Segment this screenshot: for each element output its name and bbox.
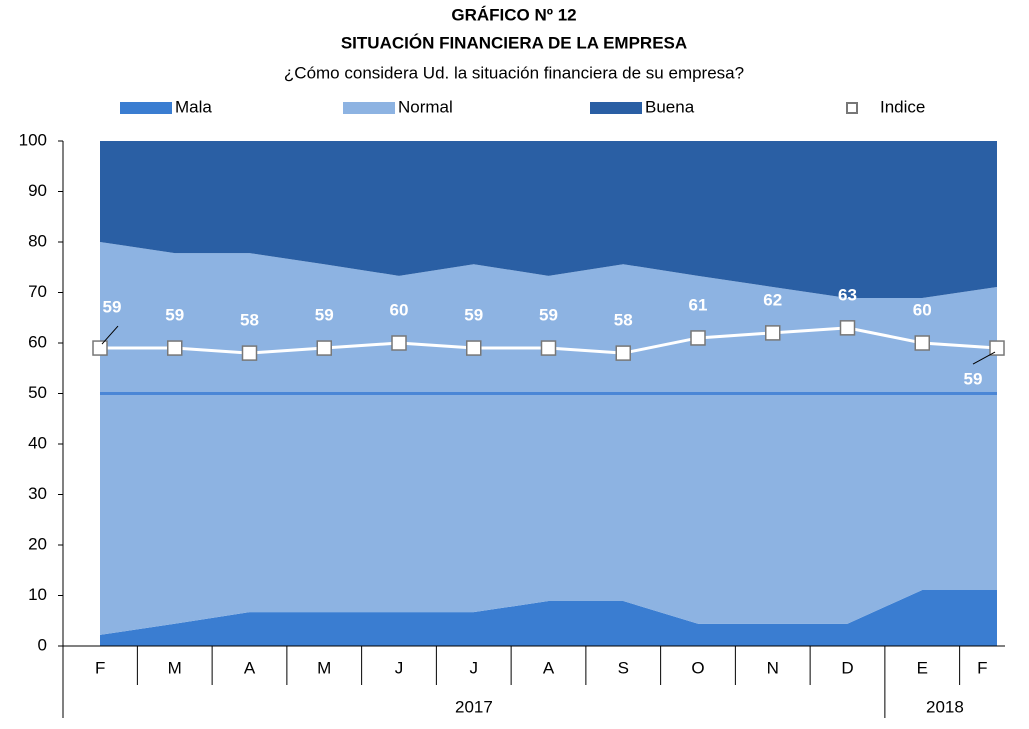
data-label: 58 xyxy=(240,311,259,330)
data-label: 61 xyxy=(689,295,708,314)
index-marker xyxy=(466,340,482,356)
x-tick-label: M xyxy=(317,658,331,677)
legend-swatch xyxy=(343,102,395,114)
chart-title: GRÁFICO Nº 12 xyxy=(451,5,576,24)
chart-question: ¿Cómo considera Ud. la situación financi… xyxy=(284,63,744,82)
x-tick-label: O xyxy=(691,658,704,677)
year-label: 2017 xyxy=(455,697,493,716)
y-tick-label: 20 xyxy=(28,534,47,553)
leader-line xyxy=(972,351,996,365)
data-label: 62 xyxy=(763,290,782,309)
area xyxy=(100,141,997,299)
leader-line xyxy=(101,325,119,345)
index-marker xyxy=(391,335,407,351)
y-tick-label: 70 xyxy=(28,282,47,301)
chart-subtitle: SITUACIÓN FINANCIERA DE LA EMPRESA xyxy=(341,33,687,52)
x-tick-label: A xyxy=(543,658,555,677)
x-tick-label: J xyxy=(395,658,404,677)
x-tick-label: F xyxy=(977,658,987,677)
legend-marker xyxy=(846,102,858,114)
data-label: 60 xyxy=(913,300,932,319)
data-label: 60 xyxy=(390,300,409,319)
data-label: 59 xyxy=(464,306,483,325)
y-tick-label: 50 xyxy=(28,383,47,402)
legend-label: Normal xyxy=(398,97,453,116)
index-marker xyxy=(316,340,332,356)
y-tick-label: 60 xyxy=(28,332,47,351)
legend-swatch xyxy=(590,102,642,114)
index-marker xyxy=(765,325,781,341)
legend-label: Mala xyxy=(175,97,212,116)
data-label: 58 xyxy=(614,311,633,330)
index-marker xyxy=(615,345,631,361)
y-tick-label: 100 xyxy=(19,130,47,149)
data-label: 63 xyxy=(838,285,857,304)
index-marker xyxy=(690,330,706,346)
x-tick-label: S xyxy=(618,658,629,677)
y-tick-label: 30 xyxy=(28,484,47,503)
legend-swatch xyxy=(120,102,172,114)
x-tick-label: E xyxy=(917,658,928,677)
x-tick-label: J xyxy=(470,658,479,677)
index-marker xyxy=(989,340,1005,356)
y-tick-label: 90 xyxy=(28,181,47,200)
legend-label: Buena xyxy=(645,97,695,116)
y-tick-label: 40 xyxy=(28,433,47,452)
x-tick-label: N xyxy=(767,658,779,677)
y-tick-label: 10 xyxy=(28,585,47,604)
data-label: 59 xyxy=(165,306,184,325)
index-marker xyxy=(540,340,557,356)
x-tick-label: M xyxy=(168,658,182,677)
index-marker xyxy=(914,335,930,351)
area xyxy=(100,242,997,635)
x-tick-label: A xyxy=(244,658,256,677)
x-tick-label: D xyxy=(841,658,853,677)
index-marker xyxy=(241,345,258,361)
year-label: 2018 xyxy=(926,697,964,716)
area xyxy=(100,589,997,646)
data-label: 59 xyxy=(315,306,334,325)
y-tick-label: 0 xyxy=(38,635,47,654)
index-marker xyxy=(167,340,183,356)
x-tick-label: F xyxy=(95,658,105,677)
index-marker xyxy=(839,320,856,336)
data-label: 59 xyxy=(539,306,558,325)
index-marker xyxy=(92,340,108,356)
data-label: 59 xyxy=(964,370,983,389)
data-label: 59 xyxy=(103,298,122,317)
legend-label: Indice xyxy=(880,97,925,116)
y-tick-label: 80 xyxy=(28,231,47,250)
